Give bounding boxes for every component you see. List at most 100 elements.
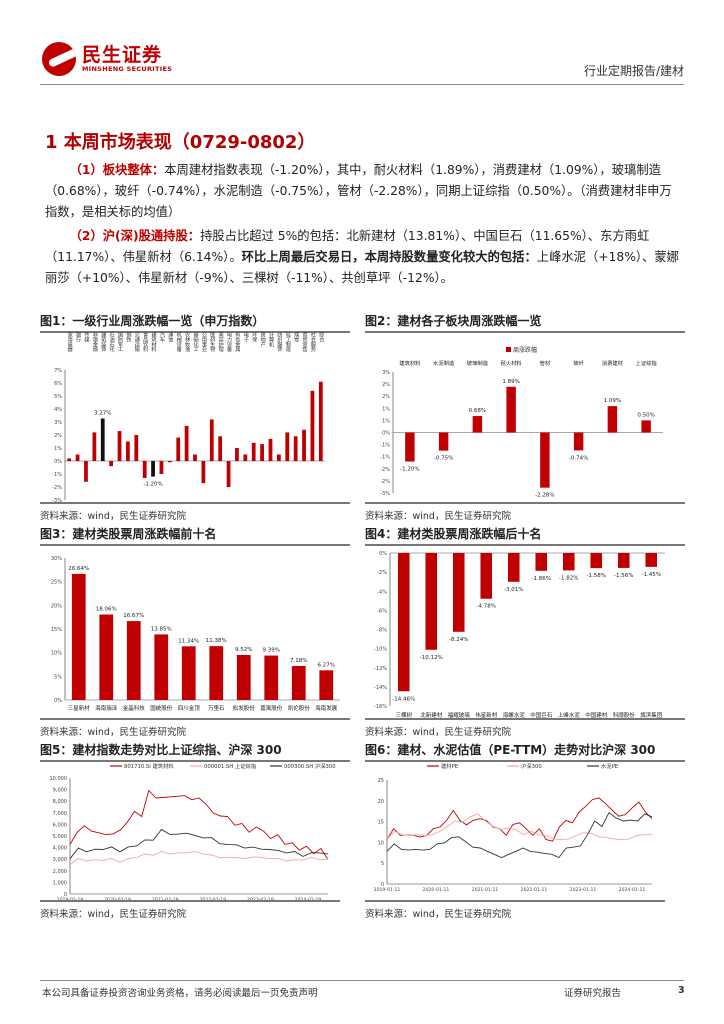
bar (142, 461, 147, 478)
legend-label: 周涨跌幅 (513, 346, 537, 354)
paragraph-sector: （1）板块整体：本周建材指数表现（-1.20%），其中，耐火材料（1.89%），… (45, 160, 682, 223)
bar (84, 461, 88, 482)
legend-label: 沪深300 (521, 762, 542, 770)
data-label: 1.09% (604, 398, 621, 404)
chart-top-ten: 30% 25% 20% 15% 10% 5% 0% 三星新材 26.64% 海南瑞泽 18.06% 金… (51, 556, 340, 712)
y-tick-label: 3% (382, 370, 390, 376)
category-label: 万里石 (208, 705, 225, 712)
x-tick-label: 2019-02-19 (57, 897, 84, 900)
category-label: 科顺股份 (613, 711, 636, 718)
figure-4-title: 图4：建材类股票周涨跌幅后十名 (365, 525, 685, 546)
bar (251, 442, 256, 461)
bar (507, 553, 520, 582)
category-label: 传媒 (83, 331, 90, 344)
y-tick-label: -1% (52, 472, 62, 478)
category-label: 机械设备 (175, 331, 182, 353)
y-tick-label: -3% (52, 498, 62, 502)
y-tick-label: 10 (378, 840, 384, 846)
data-label: 6.27% (318, 662, 335, 668)
y-tick-label: -16% (374, 704, 387, 710)
x-tick-label: 2022-02-19 (199, 897, 226, 900)
category-label: 建筑材料 (150, 331, 157, 353)
bar (109, 461, 114, 467)
category-label: 环保 (251, 332, 258, 344)
bar (452, 553, 465, 632)
series-line (69, 851, 329, 865)
series-line (69, 789, 329, 860)
bar (92, 432, 97, 461)
x-tick-label: 2022-01-11 (521, 887, 548, 893)
data-label: 11.38% (206, 638, 227, 644)
data-label: -1.58% (587, 573, 606, 579)
series-line (386, 813, 653, 841)
category-label: 旗滨集团 (640, 711, 663, 718)
x-tick-label: 2020-01-11 (423, 887, 450, 893)
data-label: 0.68% (469, 408, 486, 414)
category-label: 嘉寓股份 (260, 704, 283, 712)
legend-label: 000300.SH 沪深300 (284, 762, 336, 770)
y-tick-label: 7% (54, 368, 62, 374)
y-tick-label: 10,000 (50, 776, 68, 782)
y-tick-label: 5% (54, 394, 62, 400)
data-label: 9.52% (235, 647, 252, 653)
y-tick-label: -3% (380, 491, 390, 497)
category-label: 美容护理 (217, 331, 224, 352)
y-tick-label: -1% (380, 443, 390, 449)
category-label: 上峰水泥 (558, 711, 581, 718)
figure-3-title: 图3：建材类股票周涨跌幅前十名 (40, 525, 350, 546)
data-label: -0.74% (569, 455, 588, 461)
category-label: 电子 (242, 331, 249, 343)
y-tick-label: 2,000 (53, 869, 67, 875)
footer-divider (40, 980, 684, 981)
bar (134, 435, 139, 461)
para-text: 持股占比超过 5%的包括：北新建材（13.81%）、中国巨石（11.65%）、东… (45, 229, 650, 264)
y-tick-label: 5 (381, 861, 384, 867)
figure-6-title: 图6：建材、水泥估值（PE-TTM）走势对比沪深 300 (365, 741, 685, 762)
y-tick-label: -6% (377, 608, 387, 614)
bar (181, 646, 196, 700)
bar (540, 432, 550, 488)
category-label: 凯伦股份 (288, 704, 311, 712)
data-label: -8.24% (449, 637, 468, 643)
category-label: 建筑装饰 (100, 331, 107, 353)
bar (318, 381, 323, 461)
category-label: 电力设备 (226, 331, 233, 353)
category-label: 海南发展 (315, 704, 338, 712)
figure-4-source: 资料来源：wind，民生证券研究院 (365, 718, 685, 738)
y-tick-label: -12% (374, 666, 387, 672)
bar (397, 553, 410, 692)
data-label: 16.67% (123, 613, 144, 619)
bar (506, 386, 516, 433)
figure-2-source: 资料来源：wind，民生证券研究院 (365, 502, 685, 522)
y-tick-label: 3% (54, 420, 62, 426)
y-tick-label: -1% (380, 455, 390, 461)
logo-en: MINSHENG SECURITIES (82, 65, 173, 73)
logo-mark-icon (42, 42, 76, 76)
category-label: 上证综指 (636, 359, 658, 367)
para-lead: （1）板块整体： (69, 163, 165, 177)
para-bold: 环比上周最后交易日，本周持股数量变化较大的包括： (241, 250, 537, 264)
figure-1-source: 资料来源：wind，民生证券研究院 (40, 502, 350, 522)
section-title: 1 本周市场表现（0729-0802） (45, 132, 316, 153)
x-tick-label: 2020-02-19 (104, 897, 131, 900)
data-label: -10.12% (420, 655, 443, 661)
bar (645, 553, 658, 567)
bar (75, 454, 80, 461)
bar (209, 646, 224, 700)
data-label: 18.06% (96, 607, 117, 613)
y-tick-label: 10% (51, 651, 62, 657)
data-label: 0.50% (637, 412, 654, 418)
bar (310, 390, 315, 461)
category-label: 银行 (75, 331, 82, 344)
data-label: 3.27% (94, 410, 111, 416)
category-label: 玻纤 (573, 359, 584, 367)
category-label: 医药生物 (209, 332, 216, 353)
category-label: 金晶科技 (123, 704, 146, 712)
bar (167, 461, 172, 463)
report-type: 行业定期报告/建材 (583, 64, 684, 78)
y-tick-label: 5,000 (53, 834, 67, 840)
bar (472, 416, 483, 433)
y-tick-label: 6,000 (53, 822, 67, 828)
bar (276, 454, 281, 461)
